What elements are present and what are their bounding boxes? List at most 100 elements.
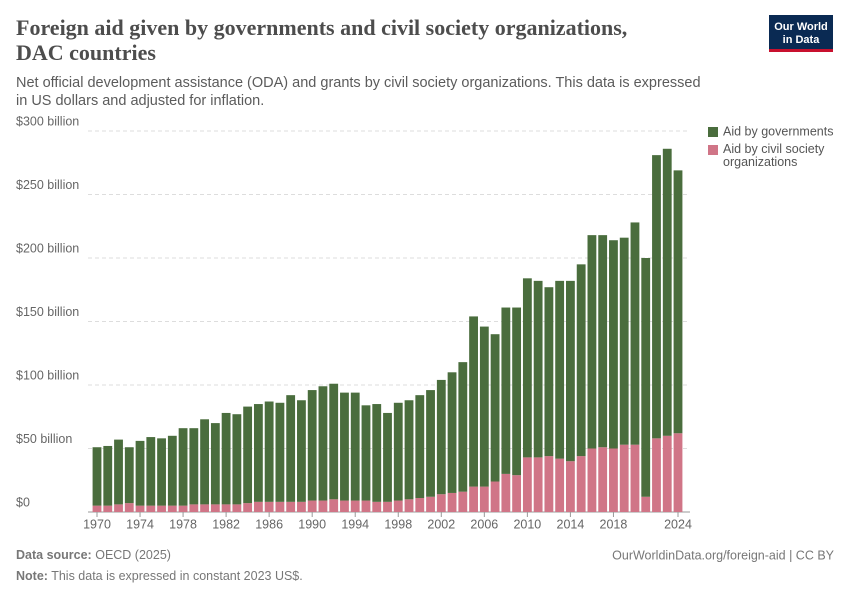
bar-segment: [92, 447, 102, 506]
x-tick-label: 1970: [83, 517, 111, 531]
bar-segment: [146, 437, 156, 506]
bar-segment: [652, 155, 661, 439]
bar-segment: [652, 438, 661, 512]
bar-segment: [189, 428, 199, 505]
bar-segment: [587, 448, 597, 512]
bar-segment: [630, 444, 640, 512]
x-tick-label: 2018: [600, 517, 628, 531]
bar-segment: [662, 148, 672, 436]
subtitle: Net official development assistance (ODA…: [16, 75, 701, 109]
bar-segment: [157, 505, 166, 512]
bar-segment: [307, 390, 317, 501]
bar-segment: [630, 222, 640, 445]
bar-segment: [340, 500, 349, 512]
legend-swatch: [708, 145, 718, 155]
bar-segment: [221, 504, 231, 512]
bar-segment: [458, 491, 468, 512]
bar-segment: [350, 392, 360, 501]
bar-segment: [598, 447, 608, 512]
bar-segment: [146, 505, 156, 512]
bar-segment: [479, 486, 489, 512]
bar-segment: [436, 379, 446, 495]
x-tick-label: 1978: [169, 517, 197, 531]
bar-segment: [609, 240, 618, 449]
bar-segment: [253, 501, 263, 512]
y-tick-label: $100 billion: [16, 368, 79, 382]
x-tick-label: 1986: [255, 517, 283, 531]
bar-segment: [124, 447, 134, 504]
bar-segment: [340, 392, 349, 501]
bar-segment: [124, 503, 134, 512]
bar-segment: [350, 500, 360, 512]
bar-segment: [307, 500, 317, 512]
legend-label: Aid by governments: [723, 124, 833, 138]
bar-segment: [447, 372, 457, 493]
bar-segment: [329, 383, 339, 500]
bar-segment: [200, 419, 210, 505]
bar-segment: [501, 473, 511, 512]
bar-segment: [673, 170, 683, 434]
bar-segment: [641, 496, 651, 512]
x-tick-label: 2002: [427, 517, 455, 531]
y-tick-label: $50 billion: [16, 432, 72, 446]
bar-segment: [92, 505, 102, 512]
y-tick-label: $0: [16, 495, 30, 509]
logo-text: Our World: [774, 21, 828, 33]
bar-segment: [210, 423, 220, 505]
x-tick-label: 1994: [341, 517, 369, 531]
bar-segment: [522, 278, 532, 458]
bar-segment: [178, 505, 188, 512]
y-tick-label: $200 billion: [16, 241, 79, 255]
bar-segment: [253, 404, 263, 502]
y-tick-label: $250 billion: [16, 178, 79, 192]
note: Note: This data is expressed in constant…: [16, 569, 303, 583]
bar-segment: [565, 280, 575, 462]
bar-segment: [275, 501, 285, 512]
bar-segment: [555, 280, 565, 459]
bar-segment: [114, 439, 123, 505]
bar-segment: [512, 307, 522, 476]
bar-segment: [318, 386, 328, 501]
bar-segment: [501, 307, 511, 474]
bar-segment: [264, 401, 274, 502]
bar-segment: [641, 258, 651, 497]
bar-segment: [178, 428, 188, 506]
bar-segment: [619, 237, 629, 445]
x-tick-label: 2006: [470, 517, 498, 531]
bar-segment: [490, 481, 500, 512]
bar-segment: [383, 501, 392, 512]
bar-segment: [469, 486, 478, 512]
bar-segment: [576, 264, 586, 457]
y-tick-label: $150 billion: [16, 305, 79, 319]
bar-segment: [447, 492, 457, 512]
bar-segment: [393, 500, 403, 512]
x-tick-label: 1974: [126, 517, 154, 531]
bar-segment: [544, 287, 554, 457]
bar-segment: [587, 235, 597, 449]
x-tick-label: 2010: [513, 517, 541, 531]
bar-segment: [415, 395, 425, 499]
bar-segment: [103, 445, 113, 506]
source-text: OECD (2025): [95, 548, 171, 562]
legend-swatch: [708, 127, 718, 137]
bar-segment: [512, 475, 522, 512]
bar-segment: [286, 395, 296, 502]
bar-segment: [210, 504, 220, 512]
x-tick-label: 2024: [664, 517, 692, 531]
bar-segment: [479, 326, 489, 487]
bar-segment: [286, 501, 296, 512]
x-tick-label: 1990: [298, 517, 326, 531]
bar-segment: [490, 334, 500, 482]
bar-segment: [275, 402, 285, 502]
bar-segment: [393, 402, 403, 501]
bar-segment: [372, 404, 382, 502]
bar-segment: [415, 498, 425, 512]
bar-segment: [533, 457, 543, 512]
bar-segment: [619, 444, 629, 512]
x-tick-label: 1998: [384, 517, 412, 531]
bar-segment: [297, 501, 306, 512]
bar-segment: [426, 390, 435, 497]
bar-segment: [598, 235, 608, 448]
bar-segment: [243, 406, 253, 504]
bar-segment: [522, 457, 532, 512]
